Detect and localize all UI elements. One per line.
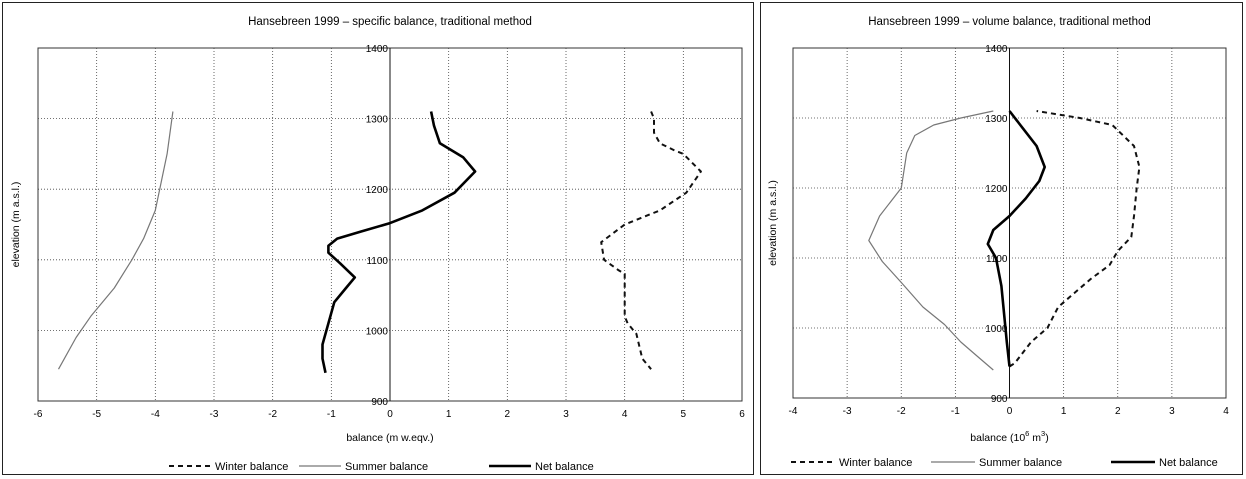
x-tick-label: -1	[327, 409, 336, 420]
x-tick-label: 5	[681, 409, 687, 420]
series-line-winter-balance	[1008, 110, 1141, 368]
x-tick-label: 2	[505, 409, 511, 420]
x-axis-label: balance (m w.eqv.)	[346, 432, 433, 444]
x-tick-label: 4	[1223, 406, 1229, 417]
chart-title: Hansebreen 1999 – specific balance, trad…	[248, 16, 532, 28]
x-tick-label: 1	[1061, 406, 1067, 417]
x-axis-label-superscript: 6	[1025, 429, 1029, 438]
legend-label: Winter balance	[215, 461, 288, 473]
x-axis-label-part: m	[1029, 432, 1041, 444]
x-tick-label: 3	[1169, 406, 1175, 417]
y-tick-label: 900	[991, 394, 1008, 405]
legend-label: Net balance	[535, 461, 594, 473]
y-tick-label: 1300	[366, 115, 389, 126]
series-line-net-balance	[986, 110, 1046, 367]
x-tick-label: 3	[563, 409, 569, 420]
x-tick-label: -6	[34, 409, 43, 420]
legend-label: Winter balance	[839, 457, 912, 469]
volume-balance-chart-svg: Hansebreen 1999 – volume balance, tradit…	[767, 16, 1229, 469]
x-tick-label: 1	[446, 409, 452, 420]
x-tick-label: 6	[739, 409, 745, 420]
x-axis-label-superscript: 3	[1041, 429, 1045, 438]
y-axis-label: elevation (m a.s.l.)	[10, 182, 22, 268]
x-tick-label: 4	[622, 409, 628, 420]
legend-label: Summer balance	[979, 457, 1062, 469]
legend-label: Net balance	[1159, 457, 1218, 469]
chart-title: Hansebreen 1999 – volume balance, tradit…	[868, 16, 1151, 28]
x-tick-label: -1	[951, 406, 960, 417]
x-tick-label: 2	[1115, 406, 1121, 417]
x-tick-label: -2	[897, 406, 906, 417]
specific-balance-chart: Hansebreen 1999 – specific balance, trad…	[2, 2, 754, 475]
y-tick-label: 1400	[985, 44, 1008, 55]
x-axis-label-part: balance (10	[970, 432, 1025, 444]
x-tick-label: -5	[92, 409, 101, 420]
y-tick-label: 1200	[985, 184, 1008, 195]
x-tick-label: -2	[268, 409, 277, 420]
y-tick-label: 1300	[985, 114, 1008, 125]
y-tick-label: 1000	[366, 326, 389, 337]
x-tick-label: -3	[843, 406, 852, 417]
legend-label: Summer balance	[345, 461, 428, 473]
y-tick-label: 1100	[366, 256, 388, 267]
series-line-net-balance	[321, 111, 477, 374]
x-tick-label: -3	[210, 409, 219, 420]
y-tick-label: 900	[371, 397, 388, 408]
specific-balance-chart-svg: Hansebreen 1999 – specific balance, trad…	[10, 16, 745, 473]
y-tick-label: 1400	[366, 44, 389, 55]
x-axis-label: balance (106 m3)	[970, 429, 1048, 444]
y-axis-label: elevation (m a.s.l.)	[767, 180, 779, 266]
series-line-winter-balance	[600, 111, 702, 370]
series-line-summer-balance	[57, 111, 174, 370]
y-tick-label: 1200	[366, 185, 389, 196]
series-line-summer-balance	[868, 110, 994, 371]
x-tick-label: 0	[1007, 406, 1013, 417]
x-axis-label-part: )	[1045, 432, 1049, 444]
x-tick-label: 0	[387, 409, 393, 420]
volume-balance-chart: Hansebreen 1999 – volume balance, tradit…	[760, 2, 1243, 475]
x-tick-label: -4	[151, 409, 160, 420]
x-tick-label: -4	[789, 406, 798, 417]
y-tick-label: 1000	[985, 324, 1008, 335]
